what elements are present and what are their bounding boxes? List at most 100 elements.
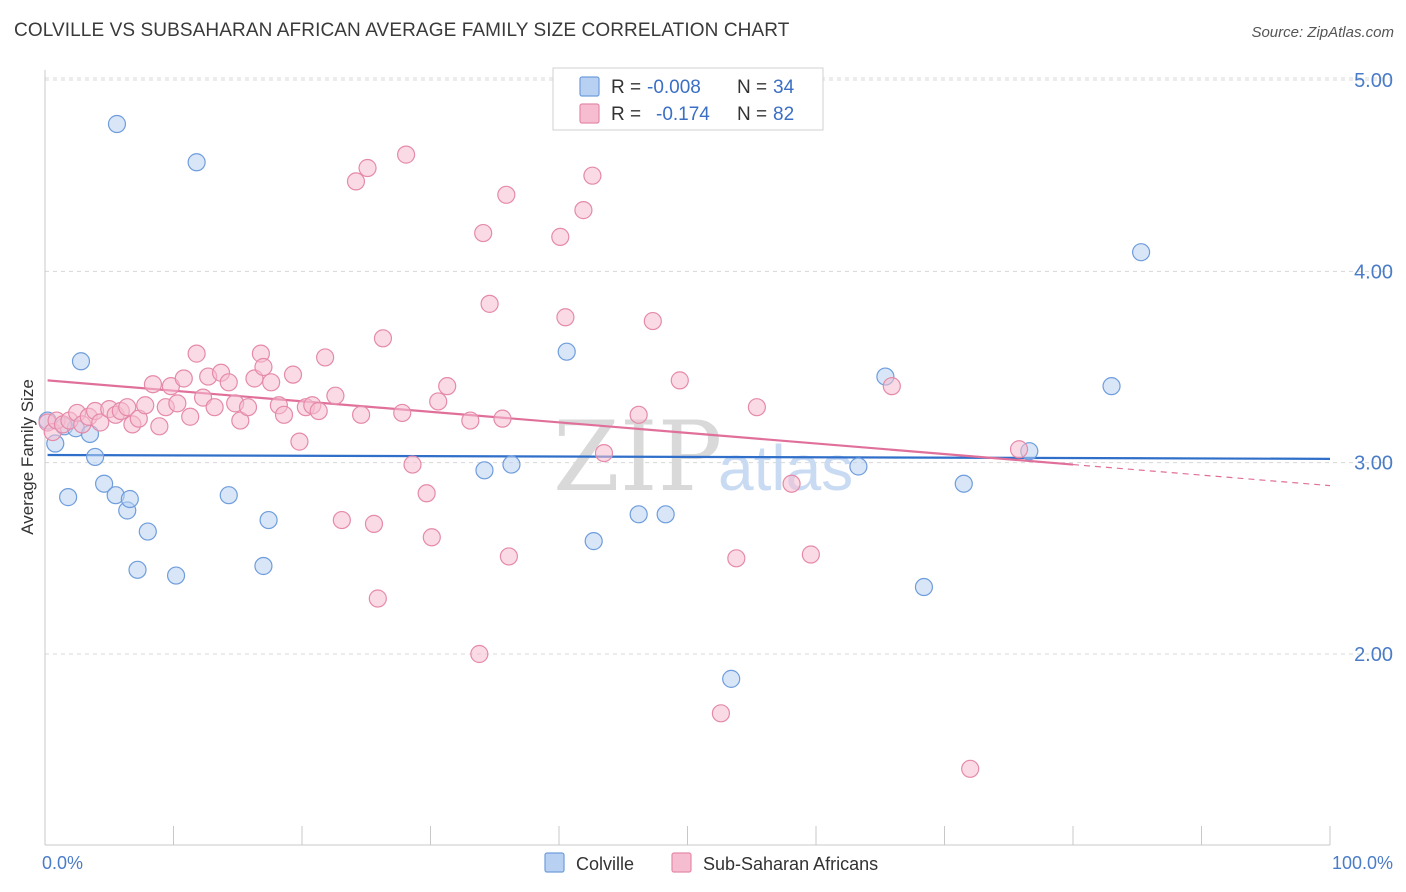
x-tick-label-0: 0.0%	[42, 853, 83, 873]
subsaharan-point-44	[316, 348, 335, 367]
subsaharan-point-39	[283, 365, 303, 384]
subsaharan-point-69	[574, 201, 593, 220]
series-swatch-colville	[544, 852, 565, 873]
subsaharan-point-59	[438, 377, 457, 396]
legend-r-label-1: R =	[611, 77, 641, 98]
y-tick-label-1: 3.00	[1354, 453, 1393, 475]
subsaharan-point-63	[480, 294, 499, 313]
colville-point-24	[629, 505, 648, 524]
subsaharan-point-53	[393, 403, 412, 423]
legend-r-value-1: -0.008	[647, 77, 701, 98]
subsaharan-point-49	[358, 158, 377, 178]
subsaharan-point-76	[727, 549, 746, 568]
colville-point-8	[95, 474, 114, 493]
colville-trend-line	[47, 453, 1331, 460]
subsaharan-trend-extension	[1072, 463, 1331, 487]
subsaharan-point-50	[364, 514, 384, 533]
x-tick-label-1: 100.0%	[1332, 853, 1393, 873]
legend-swatch-subsaharan	[579, 103, 600, 124]
subsaharan-point-22	[174, 369, 193, 388]
subsaharan-point-55	[403, 455, 422, 474]
subsaharan-point-9	[91, 413, 110, 432]
legend-r-label-2: R =	[611, 104, 641, 125]
subsaharan-point-38	[274, 405, 294, 424]
legend-swatch-colville	[579, 76, 600, 97]
colville-point-33	[1132, 243, 1151, 262]
colville-point-25	[656, 505, 675, 524]
colville-point-17	[219, 486, 238, 505]
colville-point-10	[107, 114, 127, 134]
subsaharan-point-74	[670, 371, 689, 390]
colville-point-23	[584, 532, 603, 551]
subsaharan-point-52	[373, 329, 393, 348]
y-tick-label-3: 5.00	[1354, 70, 1393, 92]
axes	[44, 70, 1331, 846]
subsaharan-point-61	[470, 644, 489, 664]
subsaharan-point-64	[493, 409, 512, 428]
subsaharan-point-75	[711, 704, 731, 723]
colville-point-14	[138, 522, 157, 541]
series-legend: Colville Sub-Saharan Africans	[544, 852, 878, 874]
subsaharan-point-58	[429, 392, 448, 411]
subsaharan-point-66	[499, 547, 518, 566]
series-label-subsaharan: Sub-Saharan Africans	[703, 854, 878, 874]
subsaharan-point-47	[346, 172, 366, 191]
colville-point-21	[502, 455, 521, 474]
colville-point-27	[849, 457, 868, 476]
subsaharan-point-73	[643, 311, 662, 331]
subsaharan-point-35	[254, 357, 273, 377]
colville-point-32	[1102, 377, 1121, 396]
correlation-legend: R = -0.008 N = 34 R = -0.174 N = 82	[552, 67, 824, 131]
subsaharan-point-79	[801, 545, 820, 564]
series-label-colville: Colville	[576, 854, 634, 874]
subsaharan-point-32	[238, 398, 258, 417]
chart-title: COLVILLE VS SUBSAHARAN AFRICAN AVERAGE F…	[14, 20, 790, 41]
colville-point-5	[71, 352, 91, 371]
subsaharan-point-17	[143, 375, 163, 394]
subsaharan-trend-line	[47, 379, 1074, 466]
colville-point-30	[954, 474, 973, 493]
subsaharan-point-72	[629, 405, 648, 424]
legend-n-label-2: N =	[737, 104, 767, 125]
subsaharan-point-29	[219, 373, 238, 392]
colville-point-16	[187, 153, 206, 172]
colville-point-18	[254, 556, 273, 576]
gridlines	[45, 77, 1392, 655]
y-tick-label-2: 4.00	[1354, 261, 1393, 283]
colville-point-29	[914, 577, 934, 597]
colville-point-15	[166, 566, 186, 585]
subsaharan-point-70	[583, 166, 602, 185]
subsaharan-point-68	[556, 308, 575, 327]
colville-point-19	[259, 510, 278, 530]
subsaharan-point-71	[594, 444, 614, 463]
subsaharan-point-40	[290, 432, 309, 451]
watermark-atlas: atlas	[718, 432, 853, 504]
subsaharan-point-65	[497, 185, 516, 204]
legend-r-value-2: -0.174	[656, 104, 710, 125]
subsaharan-point-60	[461, 411, 480, 430]
subsaharan-point-43	[309, 401, 328, 421]
subsaharan-point-18	[150, 417, 169, 436]
subsaharan-point-57	[422, 528, 441, 547]
legend-n-value-2: 82	[773, 104, 794, 125]
subsaharan-point-27	[205, 398, 224, 417]
colville-point-22	[557, 342, 576, 361]
y-tick-label-0: 2.00	[1354, 644, 1393, 666]
subsaharan-point-82	[1009, 440, 1029, 459]
subsaharan-point-23	[181, 407, 200, 426]
colville-point-26	[722, 669, 741, 688]
subsaharan-point-16	[136, 396, 155, 415]
subsaharan-point-21	[168, 394, 187, 413]
subsaharan-point-77	[747, 398, 766, 417]
colville-point-7	[86, 447, 105, 467]
subsaharan-point-51	[368, 589, 387, 608]
subsaharan-point-36	[262, 373, 281, 392]
subsaharan-point-31	[231, 411, 250, 430]
data-points	[38, 114, 1151, 778]
subsaharan-point-46	[332, 510, 351, 530]
tick-labels: 2.00 3.00 4.00 5.00 0.0% 100.0%	[42, 70, 1393, 873]
subsaharan-point-56	[417, 484, 436, 503]
subsaharan-point-78	[782, 474, 801, 493]
subsaharan-point-81	[961, 759, 980, 778]
